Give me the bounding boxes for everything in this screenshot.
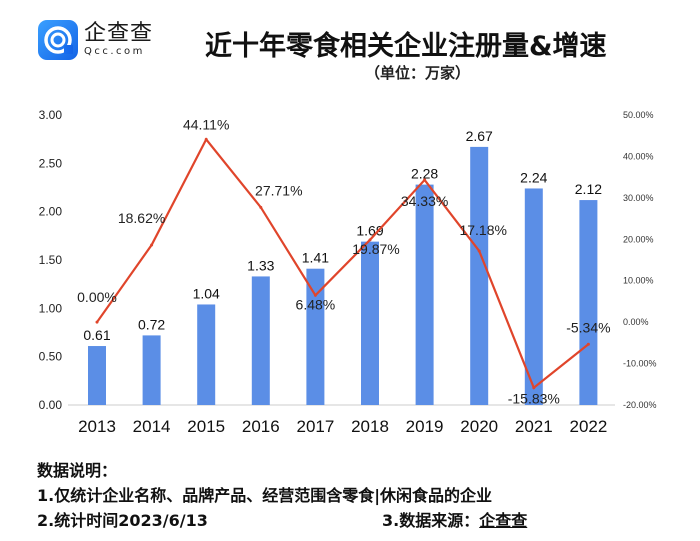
- x-axis-tick: 2020: [460, 417, 498, 436]
- right-axis-tick: 20.00%: [623, 234, 654, 244]
- brand-name-en: Qcc.com: [84, 46, 145, 57]
- right-axis-tick: 50.00%: [623, 110, 654, 120]
- growth-point-2017: [313, 293, 317, 297]
- right-axis-tick: -20.00%: [623, 400, 657, 410]
- x-axis-tick: 2019: [406, 417, 444, 436]
- x-axis-tick: 2022: [569, 417, 607, 436]
- x-axis-tick: 2016: [242, 417, 280, 436]
- bar-value-label: 1.41: [302, 250, 329, 266]
- bar-value-label: 0.61: [83, 327, 110, 343]
- left-axis-tick: 0.50: [39, 350, 63, 364]
- x-axis-tick: 2021: [515, 417, 553, 436]
- data-notes: 数据说明： 1.仅统计企业名称、品牌产品、经营范围含零食|休闲食品的企业 2.统…: [37, 458, 527, 533]
- bar-2019: [415, 184, 434, 405]
- growth-value-label: 34.33%: [401, 193, 448, 209]
- growth-point-2021: [532, 386, 536, 390]
- x-axis-tick: 2014: [133, 417, 171, 436]
- source-value: 企查查: [479, 511, 528, 530]
- growth-value-label: 0.00%: [77, 289, 117, 305]
- bar-2017: [306, 268, 325, 405]
- bar-2021: [524, 188, 543, 405]
- left-axis-tick: 2.00: [39, 205, 63, 219]
- qcc-logo-icon: [38, 20, 78, 60]
- bar-2016: [251, 276, 270, 405]
- bar-value-label: 2.24: [520, 169, 547, 185]
- bar-2022: [579, 200, 598, 405]
- growth-point-2016: [259, 205, 263, 209]
- right-axis-tick: 40.00%: [623, 151, 654, 161]
- bar-2015: [197, 304, 216, 405]
- growth-point-2022: [586, 342, 590, 346]
- right-axis-tick: 30.00%: [623, 193, 654, 203]
- x-axis-tick: 2015: [187, 417, 225, 436]
- growth-value-label: -15.83%: [508, 391, 560, 407]
- bar-value-label: 1.69: [356, 223, 383, 239]
- bar-value-label: 1.33: [247, 257, 274, 273]
- growth-point-2015: [204, 137, 208, 141]
- chart-unit: （单位：万家）: [365, 64, 471, 82]
- bar-2013: [88, 346, 106, 405]
- bar-value-label: 2.28: [411, 166, 438, 182]
- source-label: 3.数据来源：: [382, 511, 480, 530]
- growth-line: [96, 137, 590, 390]
- growth-point-2020: [477, 249, 481, 253]
- growth-point-2018: [368, 238, 372, 242]
- brand-name-cn: 企查查: [84, 21, 154, 46]
- chart-title: 近十年零食相关企业注册量&增速: [205, 31, 607, 62]
- x-axis-tick: 2013: [78, 417, 116, 436]
- right-axis-tick: 0.00%: [623, 317, 649, 327]
- growth-value-label: 6.48%: [296, 296, 336, 312]
- growth-value-label: 17.18%: [459, 222, 506, 238]
- growth-value-label: -5.34%: [566, 319, 610, 335]
- notes-line-2: 2.统计时间2023/6/13: [37, 511, 208, 530]
- bar-2018: [361, 241, 379, 405]
- left-axis-tick: 2.50: [39, 156, 63, 170]
- notes-line-1: 1.仅统计企业名称、品牌产品、经营范围含零食|休闲食品的企业: [37, 486, 493, 505]
- bar-value-label: 1.04: [193, 285, 220, 301]
- x-axis-tick: 2017: [296, 417, 334, 436]
- growth-value-label: 27.71%: [255, 182, 302, 198]
- growth-point-2019: [423, 178, 427, 182]
- bar-value-label: 2.12: [575, 181, 602, 197]
- right-axis-tick: -10.00%: [623, 359, 657, 369]
- bar-2014: [142, 335, 161, 405]
- right-axis-tick: 10.00%: [623, 276, 654, 286]
- bar-2020: [470, 146, 489, 405]
- bar-value-label: 2.67: [466, 128, 493, 144]
- brand-logo: 企查查 Qcc.com: [38, 20, 153, 60]
- bar-value-label: 0.72: [138, 316, 165, 332]
- growth-point-2013: [95, 320, 99, 324]
- growth-point-2014: [150, 243, 154, 247]
- growth-value-label: 19.87%: [352, 241, 399, 257]
- left-axis-tick: 1.00: [39, 301, 63, 315]
- left-axis-tick: 3.00: [39, 108, 63, 122]
- chart: 0.00 0.50 1.00 1.50 2.00 2.50 3.00 -20.00% -10.0…: [39, 108, 657, 436]
- left-axis-tick: 0.00: [39, 398, 63, 412]
- growth-value-label: 44.11%: [183, 116, 229, 132]
- left-axis-tick: 1.50: [39, 253, 63, 267]
- growth-value-label: 18.62%: [118, 210, 165, 226]
- x-axis-tick: 2018: [351, 417, 389, 436]
- notes-heading: 数据说明：: [37, 461, 118, 480]
